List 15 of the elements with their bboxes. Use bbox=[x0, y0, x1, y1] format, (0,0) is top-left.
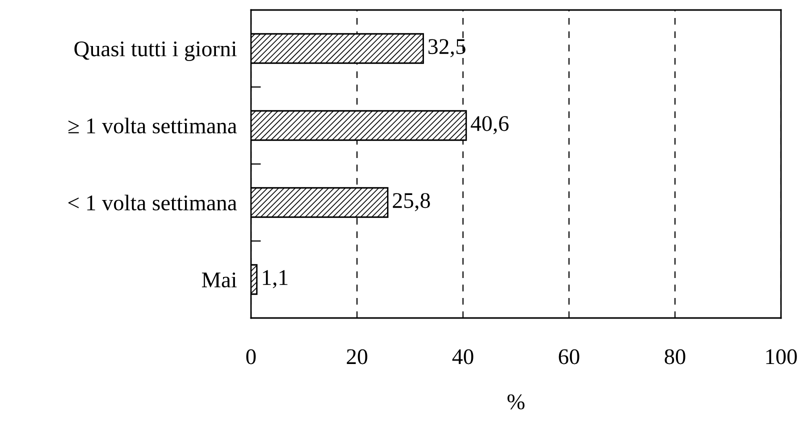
y-tick-label: Mai bbox=[202, 272, 237, 288]
data-label: 40,6 bbox=[470, 116, 509, 134]
data-label: 1,1 bbox=[262, 270, 288, 288]
x-tick-label: 20 bbox=[346, 349, 368, 364]
x-axis-title: % bbox=[508, 394, 524, 410]
y-tick-label: ≥ 1 volta settimana bbox=[68, 118, 237, 134]
y-tick-label: Quasi tutti i giorni bbox=[74, 41, 237, 61]
x-tick-label: 100 bbox=[766, 349, 797, 364]
data-label: 25,8 bbox=[392, 193, 430, 212]
y-tick-label: < 1 volta settimana bbox=[68, 194, 237, 210]
x-tick-label: 80 bbox=[664, 349, 686, 364]
x-tick-label: 60 bbox=[558, 349, 580, 364]
x-tick-label: 0 bbox=[246, 349, 256, 364]
data-label: 32,5 bbox=[428, 39, 466, 58]
x-tick-label: 40 bbox=[452, 349, 474, 364]
